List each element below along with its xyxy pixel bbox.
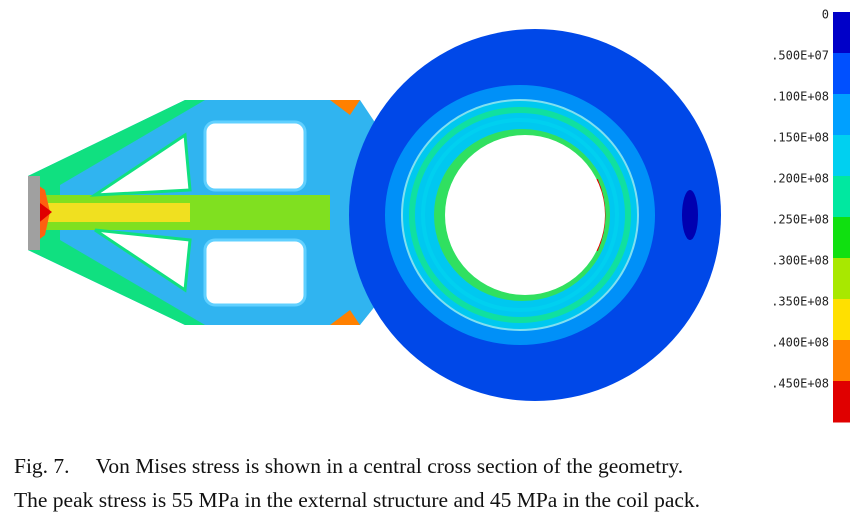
color-band: [833, 381, 850, 423]
colorbar-label: .300E+08: [771, 254, 829, 268]
color-band: [833, 340, 850, 382]
color-band: [833, 53, 850, 95]
caption-line: The peak stress is 55 MPa in the externa…: [14, 488, 701, 512]
colorbar-label: .250E+08: [771, 213, 829, 227]
colorbar-label: .100E+08: [771, 90, 829, 104]
caption-label: Fig. 7.: [14, 454, 70, 478]
color-band: [833, 258, 850, 300]
colorbar-label: .150E+08: [771, 131, 829, 145]
colorbar-label: .450E+08: [771, 377, 829, 391]
color-band: [833, 176, 850, 218]
arm: [28, 100, 380, 325]
color-band: [833, 135, 850, 177]
figure: 0 .500E+07 .100E+08 .150E+08 .200E+08 .250E+0…: [28, 8, 850, 423]
disc: [349, 29, 721, 401]
color-band: [833, 217, 850, 259]
color-band: [833, 12, 850, 54]
color-band: [833, 94, 850, 136]
caption-line: Fig. 7. Von Mises stress is shown in a ce…: [14, 454, 683, 479]
color-band: [833, 299, 850, 341]
colorbar-label: 0: [822, 8, 829, 22]
colorbar-label: .200E+08: [771, 172, 829, 186]
colorbar-label: .400E+08: [771, 336, 829, 350]
caption-text: Von Mises stress is shown in a central c…: [95, 454, 684, 478]
colorbar-label: .350E+08: [771, 295, 829, 309]
colorbar-label: .500E+07: [771, 49, 829, 63]
